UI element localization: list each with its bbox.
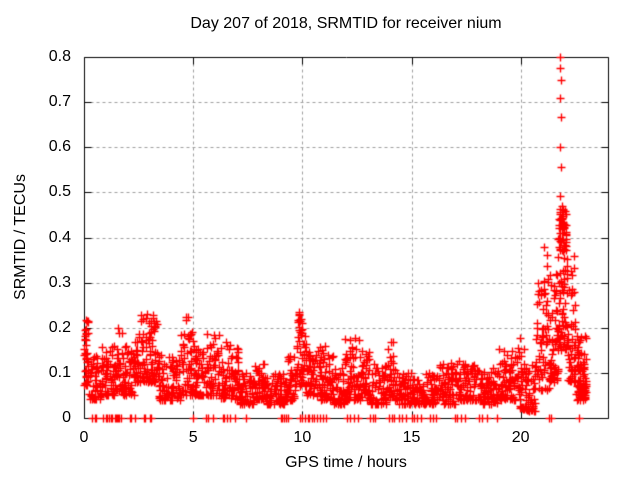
x-axis-label: GPS time / hours	[285, 454, 407, 471]
x-tick-label: 15	[402, 429, 421, 446]
y-tick-label: 0.6	[48, 138, 71, 156]
y-tick-label: 0.4	[48, 228, 71, 246]
x-tick-label: 0	[79, 429, 89, 446]
y-tick-label: 0.5	[48, 183, 71, 201]
y-tick-label: 0.2	[48, 318, 71, 336]
x-tick-label: 20	[511, 429, 530, 446]
y-tick-label: 0.8	[48, 48, 71, 65]
y-tick-label: 0.3	[48, 273, 71, 291]
y-tick-label: 0.7	[48, 93, 71, 111]
x-tick-label: 5	[188, 429, 198, 446]
y-tick-label: 0	[62, 409, 71, 426]
chart-title: Day 207 of 2018, SRMTID for receiver niu…	[190, 15, 502, 32]
x-tick-label: 10	[293, 429, 312, 446]
y-tick-label: 0.1	[48, 363, 71, 381]
